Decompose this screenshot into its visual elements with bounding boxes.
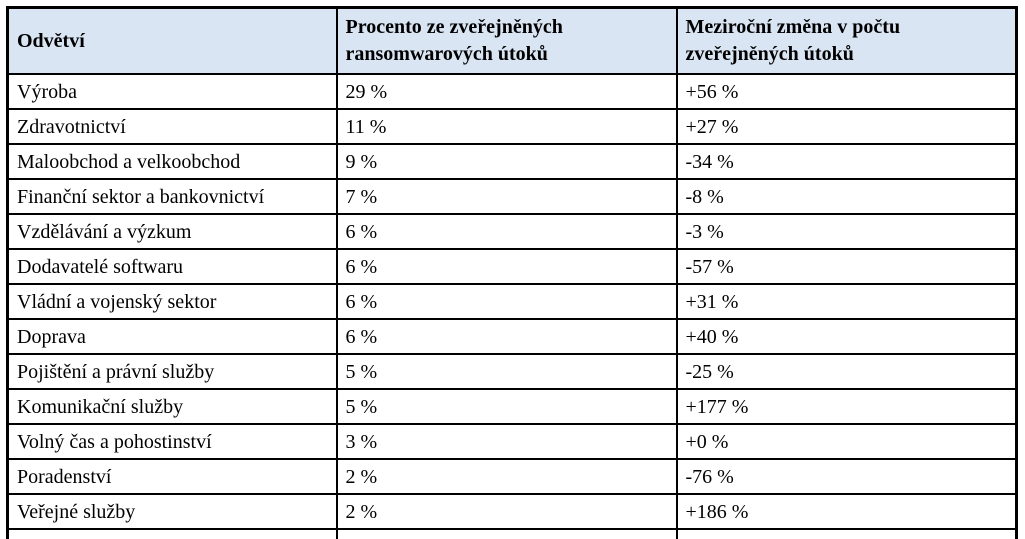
change-cell: -34 % (675, 143, 1018, 180)
table-row: Veřejné služby 2 % +186 % (6, 493, 1018, 530)
table-row: Finanční sektor a bankovnictví 7 % -8 % (6, 178, 1018, 215)
sector-cell: Finanční sektor a bankovnictví (6, 178, 338, 215)
sector-cell: Zdravotnictví (6, 108, 338, 145)
sector-cell: Výroba (6, 73, 338, 110)
change-cell: -3 % (675, 213, 1018, 250)
sector-cell: Veřejné služby (6, 493, 338, 530)
table-row: Zdravotnictví 11 % +27 % (6, 108, 1018, 145)
change-cell: -25 % (675, 353, 1018, 390)
percent-cell: 3 % (335, 423, 678, 460)
sector-cell: Energetika (6, 528, 338, 539)
percent-cell: 29 % (335, 73, 678, 110)
sector-cell: Volný čas a pohostinství (6, 423, 338, 460)
sector-cell: Dodavatelé softwaru (6, 248, 338, 285)
column-header-percent: Procento ze zveřejněných ransomwarových … (335, 6, 678, 75)
sector-cell: Doprava (6, 318, 338, 355)
percent-cell: 9 % (335, 143, 678, 180)
percent-cell: 5 % (335, 388, 678, 425)
table-row: Výroba 29 % +56 % (6, 73, 1018, 110)
change-cell: -8 % (675, 178, 1018, 215)
table-row: Vzdělávání a výzkum 6 % -3 % (6, 213, 1018, 250)
change-cell: +56 % (675, 73, 1018, 110)
table-row: Maloobchod a velkoobchod 9 % -34 % (6, 143, 1018, 180)
ransomware-attacks-table: Odvětví Procento ze zveřejněných ransomw… (6, 6, 1018, 539)
sector-cell: Poradenství (6, 458, 338, 495)
change-cell: +177 % (675, 388, 1018, 425)
table-head: Odvětví Procento ze zveřejněných ransomw… (6, 6, 1018, 75)
sector-cell: Maloobchod a velkoobchod (6, 143, 338, 180)
percent-cell: 6 % (335, 213, 678, 250)
sector-cell: Vzdělávání a výzkum (6, 213, 338, 250)
percent-cell: 6 % (335, 283, 678, 320)
table-row: Vládní a vojenský sektor 6 % +31 % (6, 283, 1018, 320)
table-body: Výroba 29 % +56 % Zdravotnictví 11 % +27 % Mal… (6, 73, 1018, 539)
percent-cell: 2 % (335, 458, 678, 495)
change-cell: +0 % (675, 423, 1018, 460)
table-row: Komunikační služby 5 % +177 % (6, 388, 1018, 425)
column-header-sector: Odvětví (6, 6, 338, 75)
change-cell: +40 % (675, 318, 1018, 355)
percent-cell: 1 % (335, 528, 678, 539)
table-row: Pojištění a právní služby 5 % -25 % (6, 353, 1018, 390)
table-header-row: Odvětví Procento ze zveřejněných ransomw… (6, 6, 1018, 75)
change-cell: -57 % (675, 248, 1018, 285)
percent-cell: 5 % (335, 353, 678, 390)
percent-cell: 2 % (335, 493, 678, 530)
table-row: Energetika1 %-25 % (6, 528, 1018, 539)
percent-cell: 6 % (335, 248, 678, 285)
table-row: Dodavatelé softwaru 6 % -57 % (6, 248, 1018, 285)
change-cell: -76 % (675, 458, 1018, 495)
change-cell: +186 % (675, 493, 1018, 530)
change-cell: +31 % (675, 283, 1018, 320)
sector-cell: Komunikační služby (6, 388, 338, 425)
percent-cell: 7 % (335, 178, 678, 215)
change-cell: -25 % (675, 528, 1018, 539)
sector-cell: Vládní a vojenský sektor (6, 283, 338, 320)
table-row: Doprava 6 % +40 % (6, 318, 1018, 355)
sector-cell: Pojištění a právní služby (6, 353, 338, 390)
table-row: Poradenství 2 % -76 % (6, 458, 1018, 495)
column-header-change: Meziroční změna v počtu zveřejněných úto… (675, 6, 1018, 75)
percent-cell: 11 % (335, 108, 678, 145)
percent-cell: 6 % (335, 318, 678, 355)
change-cell: +27 % (675, 108, 1018, 145)
table-row: Volný čas a pohostinství 3 % +0 % (6, 423, 1018, 460)
